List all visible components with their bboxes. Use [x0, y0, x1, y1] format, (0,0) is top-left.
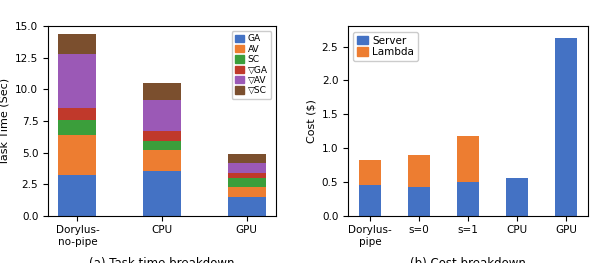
- Y-axis label: Cost ($): Cost ($): [306, 99, 316, 143]
- Bar: [143, 99, 181, 131]
- Bar: [143, 83, 181, 99]
- Bar: [457, 136, 479, 182]
- Bar: [555, 38, 577, 216]
- Bar: [359, 185, 381, 216]
- Bar: [143, 171, 181, 216]
- Bar: [506, 179, 528, 216]
- Legend: Server, Lambda: Server, Lambda: [353, 32, 418, 61]
- Text: (b) Cost breakdown: (b) Cost breakdown: [410, 257, 526, 263]
- Bar: [227, 154, 266, 163]
- Bar: [227, 187, 266, 197]
- Bar: [408, 155, 430, 187]
- Bar: [408, 187, 430, 216]
- Bar: [58, 108, 97, 120]
- Bar: [227, 178, 266, 187]
- Bar: [227, 197, 266, 216]
- Y-axis label: Task Time (Sec): Task Time (Sec): [0, 77, 10, 165]
- Bar: [58, 135, 97, 175]
- Bar: [457, 182, 479, 216]
- Bar: [58, 34, 97, 54]
- Bar: [227, 173, 266, 178]
- Text: (a) Task time breakdown: (a) Task time breakdown: [89, 257, 235, 263]
- Legend: GA, AV, SC, ▽GA, ▽AV, ▽SC: GA, AV, SC, ▽GA, ▽AV, ▽SC: [232, 31, 271, 99]
- Bar: [58, 54, 97, 108]
- Bar: [58, 120, 97, 135]
- Bar: [143, 141, 181, 150]
- Bar: [58, 175, 97, 216]
- Bar: [143, 150, 181, 171]
- Bar: [143, 131, 181, 141]
- Bar: [359, 160, 381, 185]
- Bar: [227, 163, 266, 173]
